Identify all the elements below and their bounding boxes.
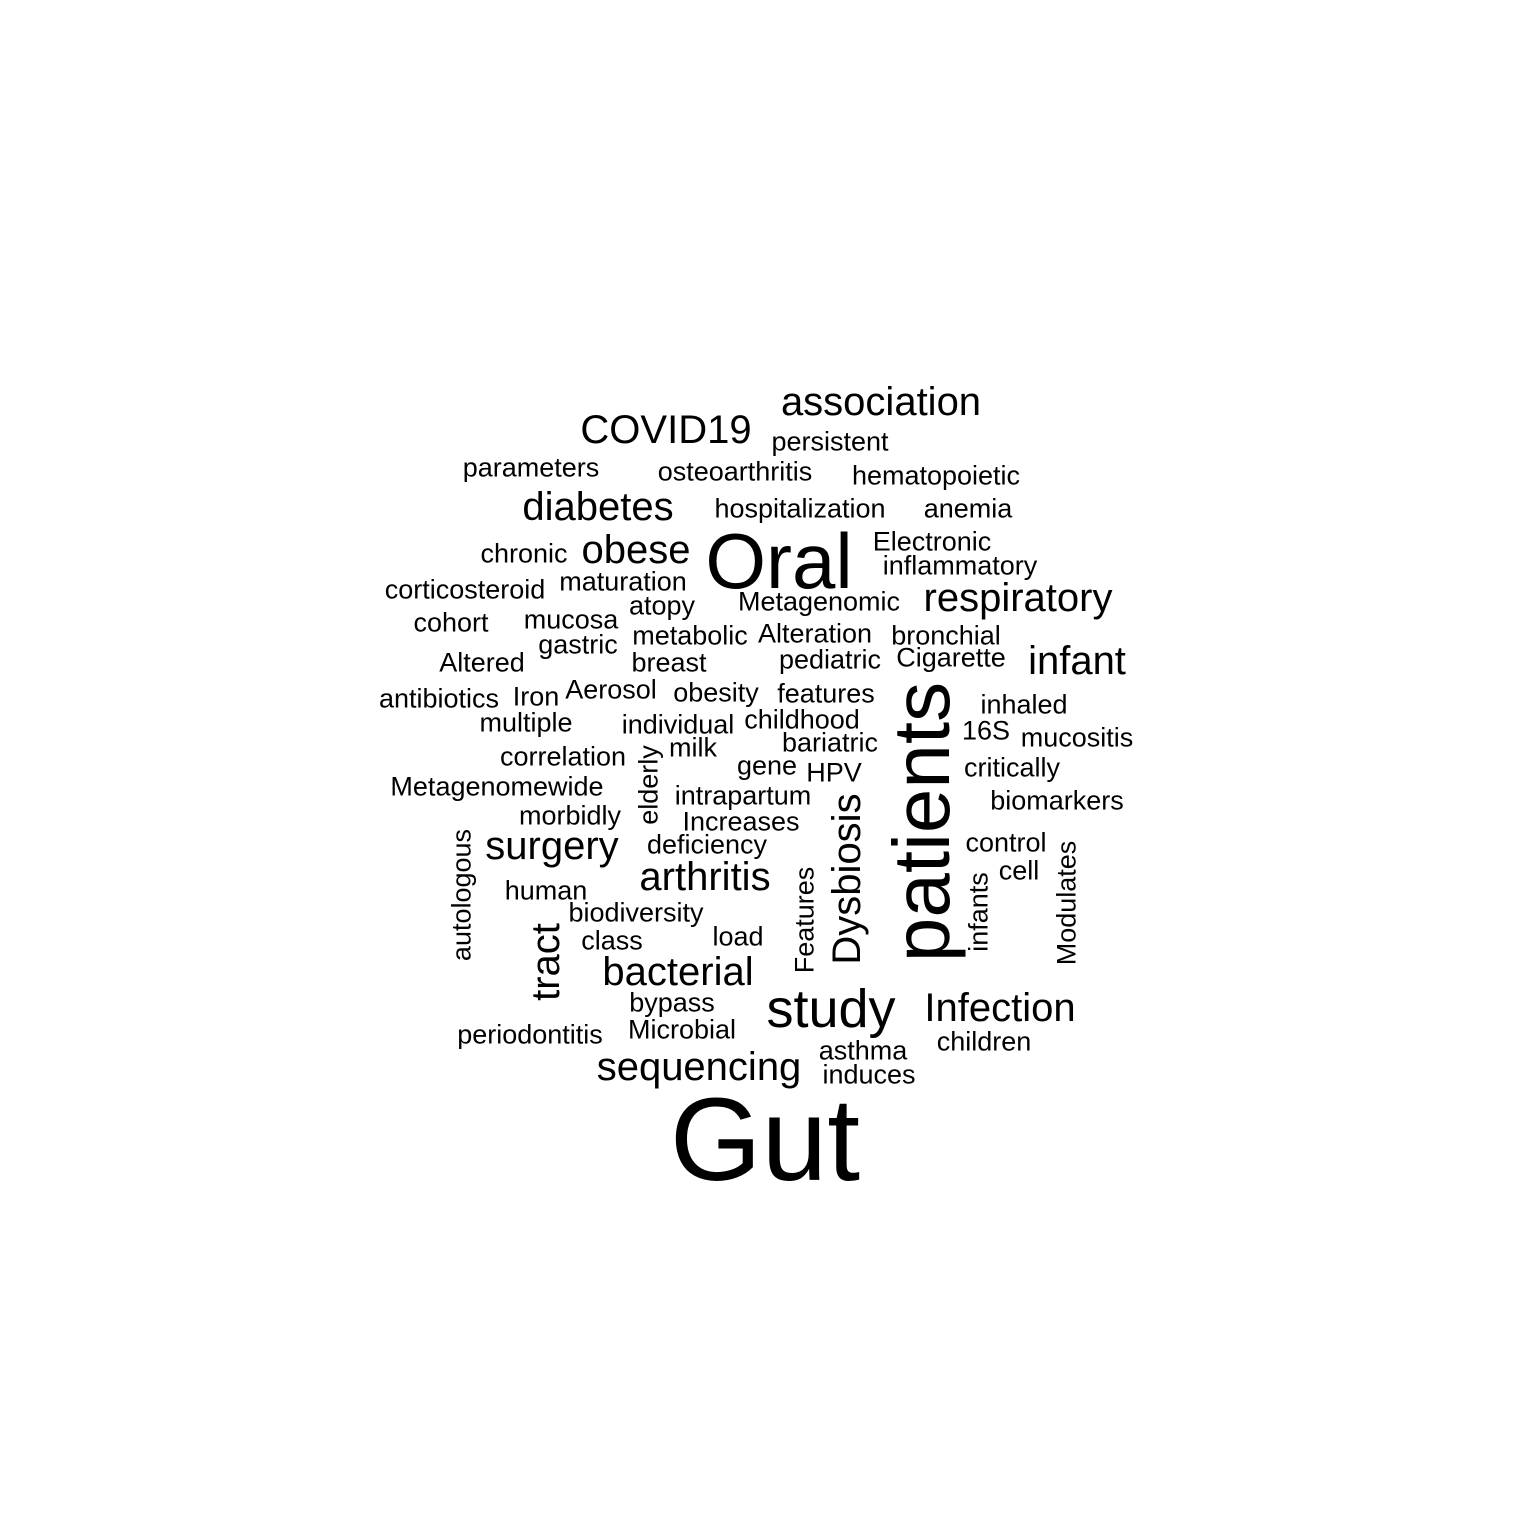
word-covid19: COVID19 xyxy=(580,408,752,452)
word-features: features xyxy=(777,678,875,709)
word-individual: individual xyxy=(621,709,735,740)
word-patients: patients xyxy=(877,681,966,963)
word-class: class xyxy=(581,925,643,956)
word-infection: Infection xyxy=(924,986,1076,1030)
word-maturation: maturation xyxy=(559,566,687,597)
word-infant: infant xyxy=(1028,639,1126,683)
word-periodontitis: periodontitis xyxy=(457,1019,603,1050)
word-diabetes: diabetes xyxy=(522,485,674,529)
word-obesity: obesity xyxy=(673,677,759,708)
word-respiratory: respiratory xyxy=(923,576,1113,620)
word-corticosteroid: corticosteroid xyxy=(384,574,546,605)
word-autologous: autologous xyxy=(446,828,477,962)
word-aerosol: Aerosol xyxy=(565,674,657,705)
word-metagenomic: Metagenomic xyxy=(737,586,901,617)
word-load: load xyxy=(712,921,764,952)
word-cigarette: Cigarette xyxy=(896,642,1006,673)
word-features: Features xyxy=(789,866,820,974)
word-oral: Oral xyxy=(705,517,853,605)
word-breast: breast xyxy=(631,647,707,678)
word-metagenomewide: Metagenomewide xyxy=(390,771,604,802)
word-metabolic: metabolic xyxy=(632,620,748,651)
word-bariatric: bariatric xyxy=(781,727,879,758)
word-dysbiosis: Dysbiosis xyxy=(825,793,869,965)
word-infants: infants xyxy=(963,872,994,952)
word-multiple: multiple xyxy=(479,707,573,738)
word-osteoarthritis: osteoarthritis xyxy=(657,456,813,487)
word-deficiency: deficiency xyxy=(646,829,768,860)
word-microbial: Microbial xyxy=(627,1014,737,1045)
word-chronic: chronic xyxy=(480,538,568,569)
word-pediatric: pediatric xyxy=(778,644,882,675)
word-altered: Altered xyxy=(439,647,525,678)
word-childhood: childhood xyxy=(744,704,860,735)
word-parameters: parameters xyxy=(462,452,600,483)
word-alteration: Alteration xyxy=(757,618,873,649)
word-gut: Gut xyxy=(669,1074,861,1206)
word-obese: obese xyxy=(581,528,691,572)
word-atopy: atopy xyxy=(628,590,696,621)
word-antibiotics: antibiotics xyxy=(378,683,500,714)
word-bacterial: bacterial xyxy=(602,950,754,994)
word-control: control xyxy=(965,827,1047,858)
word-modulates: Modulates xyxy=(1051,840,1082,966)
word-children: children xyxy=(936,1026,1032,1057)
word-induces: induces xyxy=(822,1059,916,1090)
word-bypass: bypass xyxy=(629,987,715,1018)
word-asthma: asthma xyxy=(818,1035,908,1066)
word-milk: milk xyxy=(669,732,717,763)
word-mucosa: mucosa xyxy=(523,604,619,635)
word-gastric: gastric xyxy=(538,629,618,660)
word-cell: cell xyxy=(998,855,1040,886)
word-16s: 16S xyxy=(961,715,1011,746)
word-increases: Increases xyxy=(682,806,800,837)
word-association: association xyxy=(780,380,982,424)
word-iron: Iron xyxy=(512,681,560,712)
word-electronic: Electronic xyxy=(872,526,992,557)
word-surgery: surgery xyxy=(485,824,619,868)
word-study: study xyxy=(766,979,896,1039)
word-arthritis: arthritis xyxy=(639,855,771,899)
word-persistent: persistent xyxy=(771,426,889,457)
word-human: human xyxy=(504,875,588,906)
word-anemia: anemia xyxy=(923,493,1013,524)
word-inhaled: inhaled xyxy=(980,689,1068,720)
word-hospitalization: hospitalization xyxy=(714,493,886,524)
word-inflammatory: inflammatory xyxy=(882,550,1038,581)
word-sequencing: sequencing xyxy=(596,1045,802,1089)
word-gene: gene xyxy=(736,750,798,781)
word-morbidly: morbidly xyxy=(518,800,622,831)
word-cohort: cohort xyxy=(413,607,489,638)
word-bronchial: bronchial xyxy=(891,620,1001,651)
word-hematopoietic: hematopoietic xyxy=(851,460,1021,491)
word-biodiversity: biodiversity xyxy=(568,897,704,928)
word-intrapartum: intrapartum xyxy=(674,780,812,811)
word-correlation: correlation xyxy=(499,741,627,772)
word-hpv: HPV xyxy=(806,757,862,788)
word-biomarkers: biomarkers xyxy=(990,785,1124,816)
word-critically: critically xyxy=(963,752,1061,783)
word-tract: tract xyxy=(524,923,568,1001)
word-elderly: elderly xyxy=(633,745,664,825)
word-mucositis: mucositis xyxy=(1020,722,1134,753)
